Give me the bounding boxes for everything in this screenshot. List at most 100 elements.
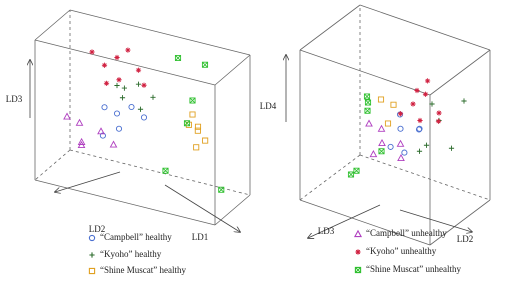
axis-arrow (399, 209, 472, 232)
data-point (140, 114, 148, 121)
data-point (115, 125, 123, 132)
data-point (436, 110, 442, 116)
data-point (101, 104, 108, 111)
axis-label: LD2 (89, 224, 106, 234)
data-point (150, 94, 156, 100)
legend-label: “Shine Muscat” unhealthy (366, 264, 461, 274)
data-point (194, 127, 201, 134)
data-point (364, 99, 372, 106)
axis-label: LD1 (192, 232, 209, 242)
data-point (89, 49, 95, 55)
data-point (114, 54, 120, 61)
data-point (423, 142, 430, 148)
data-point (410, 101, 416, 107)
data-point (63, 112, 71, 120)
axis-arrow (308, 204, 381, 238)
cube-edge (359, 154, 491, 201)
cube-edge (359, 4, 491, 51)
data-point (103, 80, 110, 86)
legend-marker (88, 267, 96, 275)
data-point (397, 153, 405, 162)
data-point (189, 111, 196, 118)
data-point (218, 186, 225, 193)
legend-marker (88, 234, 96, 242)
cube-edge (214, 54, 251, 86)
data-point (109, 140, 118, 148)
data-point (116, 77, 122, 83)
data-point (378, 148, 385, 155)
data-point (162, 167, 169, 174)
cube-edge (299, 154, 361, 201)
legend-marker (354, 266, 362, 274)
data-point (416, 148, 423, 154)
data-point (416, 125, 423, 132)
data-point (183, 120, 191, 127)
data-point (390, 101, 397, 108)
data-point (193, 144, 200, 151)
data-point (77, 137, 86, 145)
data-point (369, 150, 378, 158)
data-point (135, 81, 142, 87)
data-point (396, 139, 405, 147)
data-point (397, 125, 404, 132)
cube-edge (34, 39, 216, 86)
legend-marker (355, 249, 361, 255)
data-point (202, 137, 209, 144)
data-point (365, 119, 373, 127)
data-point (448, 145, 455, 151)
data-point (97, 127, 105, 135)
data-point (414, 87, 420, 94)
cube-edge (299, 49, 431, 96)
data-point (378, 138, 386, 147)
data-point (435, 118, 442, 124)
cube-edge (34, 9, 71, 41)
data-point (194, 123, 202, 130)
axis-label: LD3 (6, 94, 23, 104)
data-point (141, 82, 147, 88)
data-point (347, 171, 355, 178)
cube-edge (214, 194, 251, 226)
axis-arrow (164, 184, 240, 232)
data-point (113, 110, 121, 117)
data-point (401, 149, 408, 156)
data-point (121, 85, 127, 91)
data-point (363, 93, 371, 100)
legend-marker (353, 229, 363, 238)
axis-label: LD2 (457, 234, 474, 244)
cube-edge (69, 149, 251, 196)
data-point (128, 104, 135, 110)
data-point (189, 97, 196, 104)
legend-marker (89, 252, 95, 258)
legend-label: “Kyoho” unhealthy (366, 246, 437, 256)
legend-label: “Campbell” unhealthy (366, 228, 447, 238)
cube-edge (34, 149, 71, 181)
cube-edge (299, 4, 361, 51)
data-point (174, 54, 182, 62)
axis-label: LD3 (318, 226, 335, 236)
data-point (397, 111, 404, 117)
data-point (353, 167, 360, 174)
data-point (387, 143, 394, 150)
legend-label: “Kyoho” healthy (100, 249, 162, 259)
cube-edge (69, 9, 251, 56)
data-point (125, 47, 131, 53)
data-point (119, 95, 126, 101)
data-point (201, 61, 209, 68)
cube-edge (429, 49, 491, 96)
data-point (114, 82, 120, 89)
cube-edge (429, 199, 491, 246)
cube-edge (34, 179, 216, 226)
data-point (425, 78, 431, 84)
data-point (364, 107, 371, 114)
data-point (384, 120, 392, 127)
cube-edge (299, 199, 431, 246)
data-point (135, 67, 142, 73)
legend-label: “Campbell” healthy (100, 232, 172, 242)
axis-arrow (55, 171, 121, 192)
data-point (377, 96, 385, 103)
data-point (429, 101, 435, 107)
axis-label: LD4 (260, 101, 277, 111)
data-point (377, 124, 386, 132)
data-point (75, 118, 84, 126)
